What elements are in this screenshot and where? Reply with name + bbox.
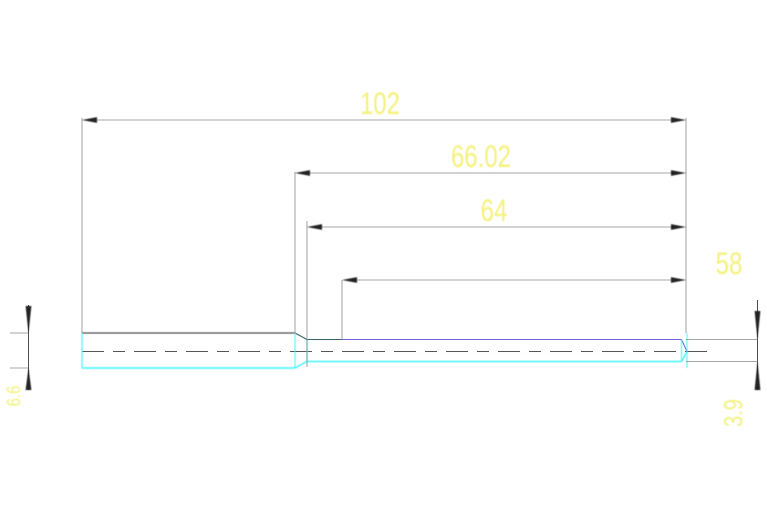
svg-text:64: 64	[481, 193, 508, 228]
svg-text:58: 58	[716, 246, 743, 281]
svg-text:6.6: 6.6	[2, 386, 24, 407]
svg-text:102: 102	[360, 86, 400, 121]
svg-text:3.9: 3.9	[718, 399, 747, 427]
svg-text:66.02: 66.02	[451, 139, 511, 174]
